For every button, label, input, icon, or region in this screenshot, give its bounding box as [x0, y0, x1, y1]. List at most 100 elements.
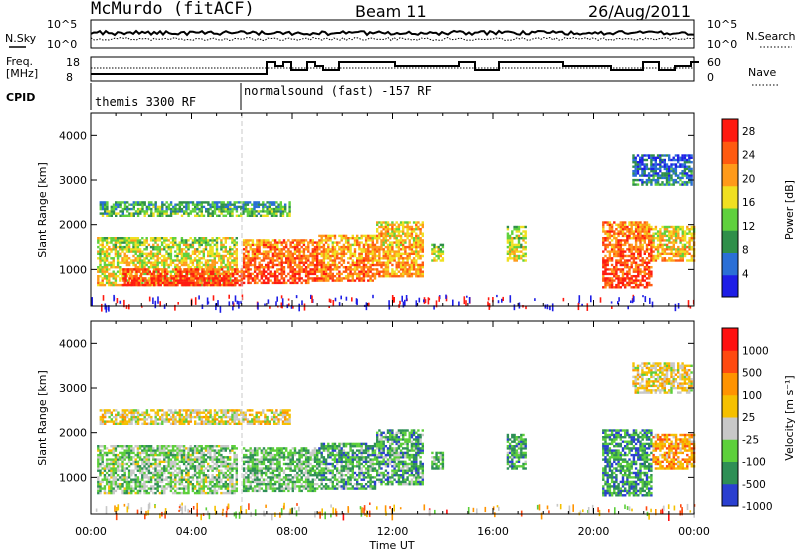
echo-cell: [105, 453, 109, 457]
echo-cell: [165, 465, 168, 468]
echo-cell: [340, 239, 343, 242]
echo-cell: [608, 234, 612, 238]
echo-cell: [160, 248, 164, 251]
echo-cell: [298, 266, 301, 269]
echo-cell: [103, 257, 107, 260]
echo-cell: [349, 275, 352, 278]
echo-cell: [147, 252, 151, 255]
echo-cell: [287, 259, 290, 262]
echo-cell: [316, 277, 319, 280]
echo-cell: [99, 491, 102, 495]
echo-cell: [628, 243, 631, 247]
echo-cell: [198, 281, 201, 285]
echo-cell: [134, 250, 137, 253]
echo-cell: [131, 281, 134, 285]
echo-cell: [99, 248, 102, 251]
echo-cell: [134, 212, 138, 215]
echo-cell: [373, 268, 377, 271]
colorbar-tick-label: 20: [742, 173, 755, 185]
echo-cell: [178, 252, 181, 255]
echo-cell: [105, 476, 109, 479]
echo-cell: [97, 478, 100, 481]
echo-cell: [127, 453, 131, 457]
echo-cell: [384, 268, 388, 271]
echo-cell: [433, 248, 436, 251]
echo-cell: [196, 272, 200, 276]
echo-cell: [136, 212, 140, 215]
echo-cell: [234, 270, 237, 273]
echo-cell: [222, 205, 225, 209]
echo-cell: [608, 228, 612, 231]
echo-cell: [139, 203, 142, 206]
echo-cell: [136, 248, 140, 251]
echo-cell: [157, 283, 160, 287]
ground-scatter-cell: [617, 301, 619, 305]
echo-cell: [158, 445, 162, 448]
echo-cell: [138, 467, 142, 470]
echo-cell: [231, 237, 234, 240]
echo-cell: [114, 458, 118, 461]
echo-cell: [634, 221, 638, 224]
echo-cell: [236, 270, 239, 273]
echo-cell: [156, 259, 159, 262]
echo-cell: [347, 245, 350, 249]
echo-cell: [351, 268, 354, 271]
echo-cell: [134, 259, 137, 262]
ground-scatter-cell: [338, 302, 341, 306]
echo-cell: [634, 165, 637, 168]
echo-cell: [165, 250, 168, 253]
echo-cell: [313, 279, 317, 282]
echo-cell: [665, 181, 669, 184]
echo-cell: [144, 283, 147, 287]
echo-cell: [161, 270, 165, 273]
echo-cell: [136, 480, 140, 484]
echo-cell: [632, 259, 636, 262]
echo-cell: [269, 275, 272, 278]
echo-cell: [260, 263, 263, 267]
echo-cell: [333, 252, 337, 255]
echo-cell: [207, 272, 210, 276]
echo-cell: [180, 248, 184, 251]
echo-cell: [316, 248, 319, 251]
echo-cell: [190, 268, 193, 271]
echo-cell: [654, 170, 657, 173]
echo-cell: [237, 205, 241, 209]
echo-cell: [287, 239, 290, 242]
echo-cell: [650, 161, 653, 164]
echo-cell: [122, 270, 125, 273]
echo-cell: [668, 165, 671, 168]
echo-cell: [641, 172, 644, 175]
ground-scatter-cell: [689, 305, 692, 309]
echo-cell: [125, 478, 129, 481]
echo-cell: [384, 254, 388, 258]
echo-cell: [171, 261, 175, 264]
echo-cell: [176, 243, 179, 247]
echo-cell: [143, 272, 146, 276]
echo-cell: [333, 257, 337, 260]
echo-cell: [645, 248, 649, 251]
echo-cell: [647, 172, 651, 175]
echo-cell: [685, 181, 689, 184]
echo-cell: [251, 252, 255, 255]
echo-cell: [285, 245, 288, 249]
echo-cell: [404, 239, 407, 242]
echo-cell: [169, 237, 173, 240]
echo-cell: [115, 207, 118, 211]
echo-cell: [309, 268, 312, 271]
echo-cell: [145, 210, 149, 213]
echo-cell: [215, 261, 219, 264]
echo-cell: [156, 243, 159, 247]
echo-cell: [373, 234, 377, 238]
echo-cell: [333, 275, 337, 278]
echo-cell: [419, 232, 422, 235]
echo-cell: [147, 456, 151, 459]
echo-cell: [139, 207, 142, 211]
echo-cell: [168, 283, 171, 287]
echo-cell: [293, 272, 297, 276]
echo-cell: [170, 277, 173, 280]
echo-cell: [661, 176, 664, 180]
echo-cell: [210, 277, 213, 280]
echo-cell: [410, 275, 414, 278]
ground-scatter-cell: [287, 298, 290, 301]
echo-cell: [101, 239, 104, 242]
